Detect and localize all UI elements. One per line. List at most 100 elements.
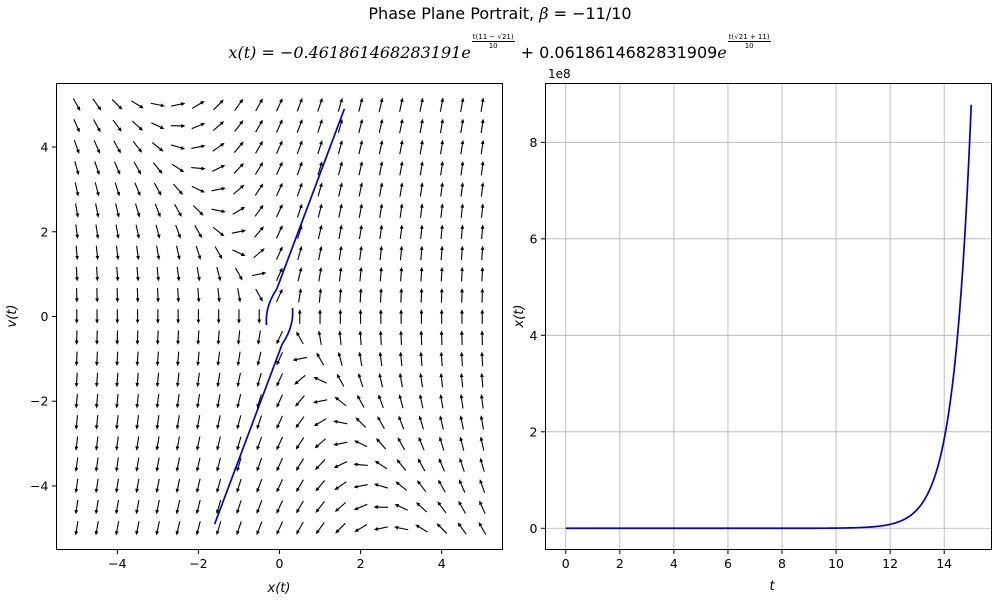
x-tick-label: 2: [616, 556, 624, 571]
field-arrow: [74, 372, 79, 388]
field-arrow: [436, 523, 448, 534]
field-arrow: [357, 373, 364, 388]
field-arrow: [74, 457, 79, 472]
field-arrow: [399, 224, 404, 240]
field-arrow: [398, 372, 403, 388]
field-arrow: [480, 118, 485, 134]
field-arrow: [211, 208, 226, 214]
field-arrow: [237, 288, 242, 303]
field-arrow: [353, 503, 368, 511]
field-arrow: [296, 479, 304, 493]
field-arrow: [252, 271, 267, 277]
field-arrow: [115, 203, 120, 218]
field-arrow: [397, 437, 406, 451]
y-tick-label: 4: [41, 140, 49, 155]
field-arrow: [359, 245, 363, 261]
field-arrow: [176, 309, 181, 324]
field-arrow: [296, 500, 304, 514]
field-arrow: [358, 330, 363, 345]
field-arrow: [480, 203, 485, 218]
field-arrow: [132, 140, 143, 153]
field-arrow: [114, 182, 121, 197]
field-arrow: [336, 373, 345, 387]
field-arrow: [438, 458, 446, 472]
field-arrow: [419, 224, 424, 240]
field-arrow: [440, 161, 445, 176]
field-arrow: [297, 267, 303, 282]
field-arrow: [338, 309, 343, 324]
field-arrow: [156, 245, 161, 261]
field-arrow: [313, 418, 327, 427]
field-arrow: [234, 120, 244, 132]
field-arrow: [358, 182, 364, 197]
field-arrow: [379, 245, 384, 261]
field-arrow: [439, 139, 445, 155]
field-arrow: [254, 162, 264, 175]
field-arrow: [175, 393, 180, 409]
field-arrow: [94, 161, 100, 176]
field-arrow: [458, 500, 466, 514]
field-arrow: [256, 330, 261, 345]
field-arrow: [114, 499, 120, 515]
field-arrow: [233, 184, 245, 195]
field-arrow: [297, 245, 303, 261]
field-arrow: [338, 330, 342, 345]
field-arrow: [333, 419, 348, 425]
field-arrow: [74, 309, 79, 324]
field-arrow: [135, 266, 140, 282]
field-arrow: [232, 206, 246, 215]
field-arrow: [135, 478, 140, 494]
phase-x-axis-label: x(t): [267, 581, 291, 596]
field-arrow: [292, 356, 307, 362]
field-arrow: [438, 479, 446, 493]
field-arrow: [231, 229, 247, 234]
field-arrow: [74, 330, 79, 345]
field-arrow: [316, 352, 325, 366]
field-arrow: [195, 436, 201, 451]
field-arrow: [94, 478, 99, 494]
field-arrow: [234, 267, 243, 281]
field-arrow: [334, 396, 347, 407]
field-arrow: [419, 266, 424, 282]
field-arrow: [134, 182, 141, 197]
field-arrow: [276, 436, 284, 451]
y-tick-label: 0: [41, 309, 49, 324]
field-arrow: [459, 372, 464, 388]
field-arrow: [94, 415, 99, 430]
field-arrow: [460, 203, 465, 218]
field-arrow: [318, 288, 323, 303]
field-arrow: [94, 393, 99, 409]
x-tick-label: 2: [357, 556, 365, 571]
field-arrow: [334, 501, 347, 512]
time-y-axis-label: x(t): [512, 305, 527, 329]
field-arrow: [275, 98, 283, 112]
field-arrow: [155, 393, 160, 409]
field-arrow: [439, 309, 444, 324]
field-arrow: [358, 139, 364, 155]
field-arrow: [419, 351, 424, 367]
field-arrow: [338, 245, 343, 261]
field-arrow: [338, 266, 343, 282]
figure-title: Phase Plane Portrait, β = −11/10: [368, 4, 632, 23]
y-tick-label: 0: [530, 521, 538, 536]
field-arrow: [195, 457, 201, 472]
field-arrow: [156, 266, 161, 282]
field-arrow: [213, 99, 224, 111]
field-arrow: [135, 203, 141, 218]
field-arrow: [460, 266, 465, 282]
field-arrow: [175, 415, 180, 430]
field-arrow: [194, 225, 202, 239]
field-arrow: [358, 309, 363, 324]
field-arrow: [175, 457, 181, 472]
field-arrow: [192, 205, 204, 216]
field-arrow: [317, 182, 323, 197]
field-arrow: [153, 182, 162, 196]
field-arrow: [196, 330, 201, 345]
field-arrow: [175, 372, 180, 388]
field-arrow: [295, 395, 305, 407]
x-tick-label: −2: [189, 556, 207, 571]
field-arrow: [419, 309, 424, 324]
field-arrow: [135, 415, 140, 430]
field-arrow: [419, 161, 424, 176]
field-arrow: [115, 415, 119, 430]
